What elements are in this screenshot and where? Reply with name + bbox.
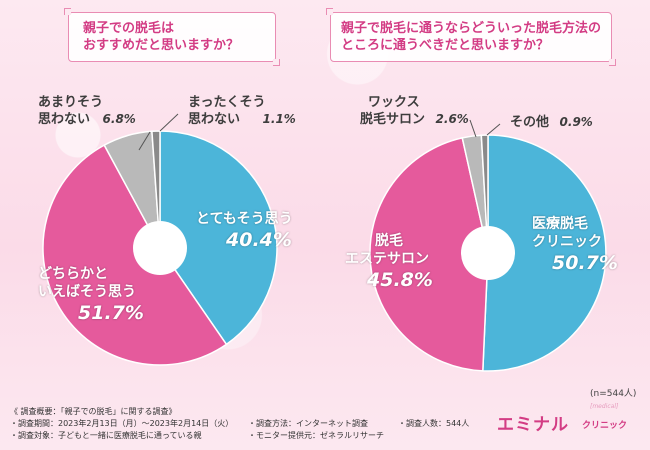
c2-label-salon-line1: 脱毛 <box>375 233 403 249</box>
question-1-box: 親子での脱毛は おすすめだと思いますか？ <box>64 8 280 66</box>
c1-leader-not-at-all <box>159 113 179 132</box>
pie1-slice-4 <box>151 130 161 249</box>
c1-pct-somewhat-agree: 51.7% <box>78 302 144 324</box>
c1-label-strongly-agree-text: とてもそう思う <box>196 211 293 227</box>
c1-label-not-at-all-line1: まったくそう <box>188 95 266 110</box>
c2-pct-clinic: 50.7% <box>552 252 618 274</box>
corner-decoration <box>326 8 333 15</box>
corner-decoration <box>64 8 71 15</box>
c2-pct-salon: 45.8% <box>367 269 433 291</box>
c1-leader-not-really <box>138 131 151 151</box>
footer-count: ・調査人数：544人 <box>398 419 470 428</box>
c1-label-not-really-line2: 思わない <box>38 112 91 127</box>
pie1-slice-1 <box>159 130 278 346</box>
c2-label-clinic-line1: 医療脱毛 <box>532 216 588 232</box>
pie2-slice-4 <box>480 134 489 254</box>
sample-size: (n=544人) <box>590 389 637 399</box>
c2-label-wax-line2: 脱毛サロン <box>360 112 426 127</box>
footer-target: ・調査対象：子どもと一緒に医療脱毛に通っている親 <box>10 431 202 440</box>
c1-label-somewhat-agree-line2: いえばそう思う <box>38 284 136 300</box>
c2-label-other-text: その他 <box>510 115 550 130</box>
footer-title: 《 調査概要：「親子での脱毛」に関する調査》 <box>10 407 177 416</box>
corner-decoration <box>273 59 280 66</box>
c1-label-strongly-agree: とてもそう思う 40.4% <box>196 210 293 252</box>
c2-label-salon-line2: エステサロン <box>345 251 429 267</box>
eminal-logo-sub: クリニック <box>582 421 628 431</box>
footer-method: ・調査方法：インターネット調査 <box>248 419 368 428</box>
corner-decoration <box>609 59 616 66</box>
question-2-line-2: ところに通うべきだと思いますか？ <box>341 38 550 53</box>
pie2-center-hole <box>461 226 515 280</box>
c2-label-salon: 脱毛 エステサロン 45.8% <box>345 232 433 292</box>
footer-period: ・調査期間：2023年2月13日（月）〜2023年2月14日（火） <box>10 419 234 428</box>
c2-leader-wax <box>469 119 477 138</box>
c1-label-not-really-line1: あまりそう <box>38 95 104 110</box>
pie-chart-2 <box>369 134 607 372</box>
question-2-line-1: 親子で脱毛に通うならどういった脱毛方法の <box>341 21 602 36</box>
footer-provider: ・モニター提供元：ゼネラルリサーチ <box>248 431 384 440</box>
c2-leader-other <box>486 123 501 136</box>
c2-label-wax: ワックス 脱毛サロン 2.6% <box>360 95 469 128</box>
c1-label-not-really: あまりそう 思わない 6.8% <box>38 95 136 128</box>
c2-pct-wax: 2.6% <box>435 112 469 126</box>
question-2-box: 親子で脱毛に通うならどういった脱毛方法の ところに通うべきだと思いますか？ <box>326 8 616 66</box>
c2-label-clinic-line2: クリニック <box>532 234 602 250</box>
c1-label-not-at-all-line2: 思わない <box>188 112 241 127</box>
c2-pct-other: 0.9% <box>559 115 593 129</box>
c1-label-somewhat-agree-line1: どちらかと <box>38 266 108 282</box>
c1-pct-strongly-agree: 40.4% <box>226 229 292 251</box>
c1-label-not-at-all: まったくそう 思わない 1.1% <box>188 95 296 128</box>
pie2-slice-2 <box>369 136 489 372</box>
pie2-slice-1 <box>482 134 607 372</box>
c1-pct-not-at-all: 1.1% <box>262 112 296 126</box>
eminal-logo: エミナル <box>497 415 569 435</box>
question-1-line-2: おすすめだと思いますか？ <box>83 38 240 53</box>
c2-label-other: その他 0.9% <box>510 114 593 131</box>
pie-chart-1 <box>42 130 278 366</box>
c1-label-somewhat-agree: どちらかと いえばそう思う 51.7% <box>38 265 144 325</box>
pie1-center-hole <box>133 221 187 275</box>
eminal-logo-small: [medical] <box>590 403 619 410</box>
c1-pct-not-really: 6.8% <box>102 112 136 126</box>
c2-label-wax-line1: ワックス <box>368 95 420 110</box>
c2-label-clinic: 医療脱毛 クリニック 50.7% <box>532 215 618 275</box>
question-1-line-1: 親子での脱毛は <box>83 21 175 36</box>
